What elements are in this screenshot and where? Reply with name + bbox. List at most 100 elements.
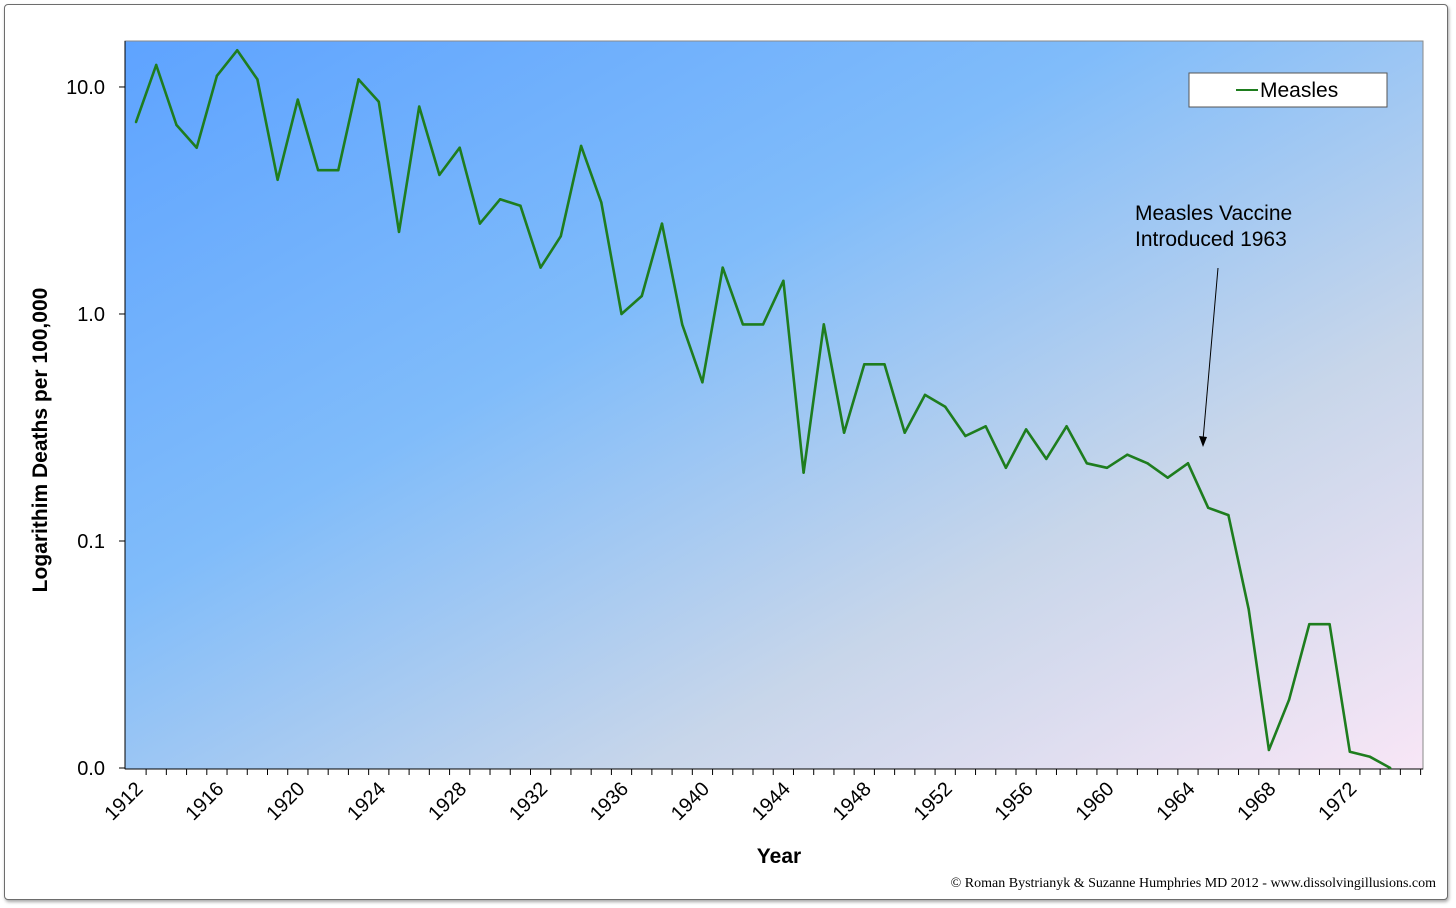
x-axis-tick-labels: 1912 1916 1920 1924 1928 1932 1936 1940 1944 1948…: [101, 778, 1362, 825]
data-point: [155, 63, 158, 67]
y-tick-label: 0.1: [77, 531, 105, 553]
annotation-line-2: Introduced 1963: [1135, 228, 1287, 251]
x-tick-label: 1916: [181, 778, 228, 825]
x-tick-label: 1944: [748, 778, 795, 825]
data-point: [964, 434, 967, 438]
data-point: [842, 431, 846, 434]
data-point: [822, 323, 826, 326]
x-tick-label: 1912: [101, 778, 148, 825]
data-point: [620, 312, 623, 316]
data-point: [1146, 462, 1149, 465]
data-point: [438, 173, 441, 177]
data-point: [1024, 428, 1028, 431]
data-point: [1368, 755, 1372, 759]
data-point: [1206, 506, 1210, 510]
data-point: [600, 201, 603, 204]
y-axis-tick-labels: 10.0 1.0 0.1 0.0: [66, 77, 105, 780]
annotation-arrow-head: [1199, 436, 1207, 447]
y-tick-label: 10.0: [66, 77, 105, 99]
data-point: [316, 168, 320, 172]
data-point: [721, 266, 724, 269]
data-point: [802, 471, 805, 474]
data-point: [984, 425, 987, 428]
vaccine-annotation: Measles Vaccine Introduced 1963: [1135, 202, 1292, 447]
data-point: [1004, 466, 1008, 470]
data-point: [1085, 462, 1089, 465]
x-tick-label: 1928: [424, 778, 471, 825]
data-point: [1348, 750, 1352, 753]
data-point: [276, 178, 279, 182]
data-point: [397, 230, 401, 234]
data-point: [761, 323, 765, 326]
data-point: [944, 405, 947, 409]
data-point: [478, 222, 482, 225]
data-point: [640, 294, 643, 298]
data-point: [235, 49, 239, 52]
data-point: [1045, 457, 1048, 461]
data-point: [1227, 513, 1230, 517]
legend-box: [1188, 72, 1388, 108]
data-point: [195, 146, 198, 149]
annotation-line-1: Measles Vaccine: [1135, 202, 1292, 225]
data-point: [296, 98, 300, 101]
data-point: [782, 279, 785, 283]
data-point: [923, 393, 927, 397]
data-point: [903, 431, 906, 434]
x-tick-label: 1936: [586, 778, 633, 825]
data-point: [1287, 698, 1291, 701]
x-tick-label: 1940: [667, 778, 714, 825]
y-tick-label: 1.0: [77, 304, 105, 326]
copyright-credit: © Roman Bystrianyk & Suzanne Humphries M…: [950, 876, 1436, 891]
data-point: [1308, 622, 1311, 626]
x-tick-label: 1948: [829, 778, 876, 825]
data-point: [337, 168, 340, 172]
data-point: [134, 120, 138, 124]
data-point: [458, 146, 461, 149]
x-tick-label: 1968: [1233, 778, 1280, 825]
series-group: [134, 48, 1392, 770]
data-point: [1065, 425, 1068, 428]
data-point: [1105, 466, 1109, 470]
data-point: [1328, 622, 1331, 626]
plot-area: [124, 40, 1424, 770]
x-axis-title: Year: [757, 845, 801, 868]
data-point: [175, 123, 178, 127]
x-tick-label: 1964: [1152, 778, 1199, 825]
data-point: [1186, 462, 1190, 465]
data-point: [1267, 748, 1271, 752]
axes: [119, 41, 1423, 775]
data-point: [357, 78, 360, 81]
data-point: [418, 105, 421, 108]
data-point: [519, 204, 522, 207]
data-point: [559, 235, 563, 238]
data-point: [377, 100, 380, 104]
legend-label-measles: Measles: [1260, 79, 1338, 102]
data-point: [1126, 453, 1129, 456]
x-tick-label: 1960: [1072, 778, 1119, 825]
data-point: [741, 323, 745, 326]
legend: Measles: [1188, 72, 1388, 108]
data-point: [1389, 766, 1392, 770]
data-point: [883, 363, 886, 366]
data-point: [256, 78, 259, 81]
data-point: [681, 323, 684, 326]
x-tick-label: 1932: [505, 778, 552, 825]
x-tick-label: 1956: [991, 778, 1038, 825]
y-axis-title: Logarithim Deaths per 100,000: [29, 288, 52, 593]
y-tick-label: 0.0: [77, 758, 105, 780]
x-tick-label: 1972: [1314, 778, 1361, 825]
x-tick-label: 1952: [910, 778, 957, 825]
data-point: [539, 266, 542, 269]
data-point: [660, 222, 664, 225]
data-point: [1247, 608, 1250, 611]
x-tick-label: 1920: [262, 778, 309, 825]
x-tick-label: 1924: [343, 778, 390, 825]
data-point: [1166, 476, 1169, 479]
data-point: [863, 363, 866, 366]
data-point: [579, 144, 583, 148]
data-point: [498, 198, 502, 201]
annotation-arrow-line: [1202, 267, 1219, 441]
data-point: [701, 381, 704, 384]
data-point: [215, 74, 219, 78]
